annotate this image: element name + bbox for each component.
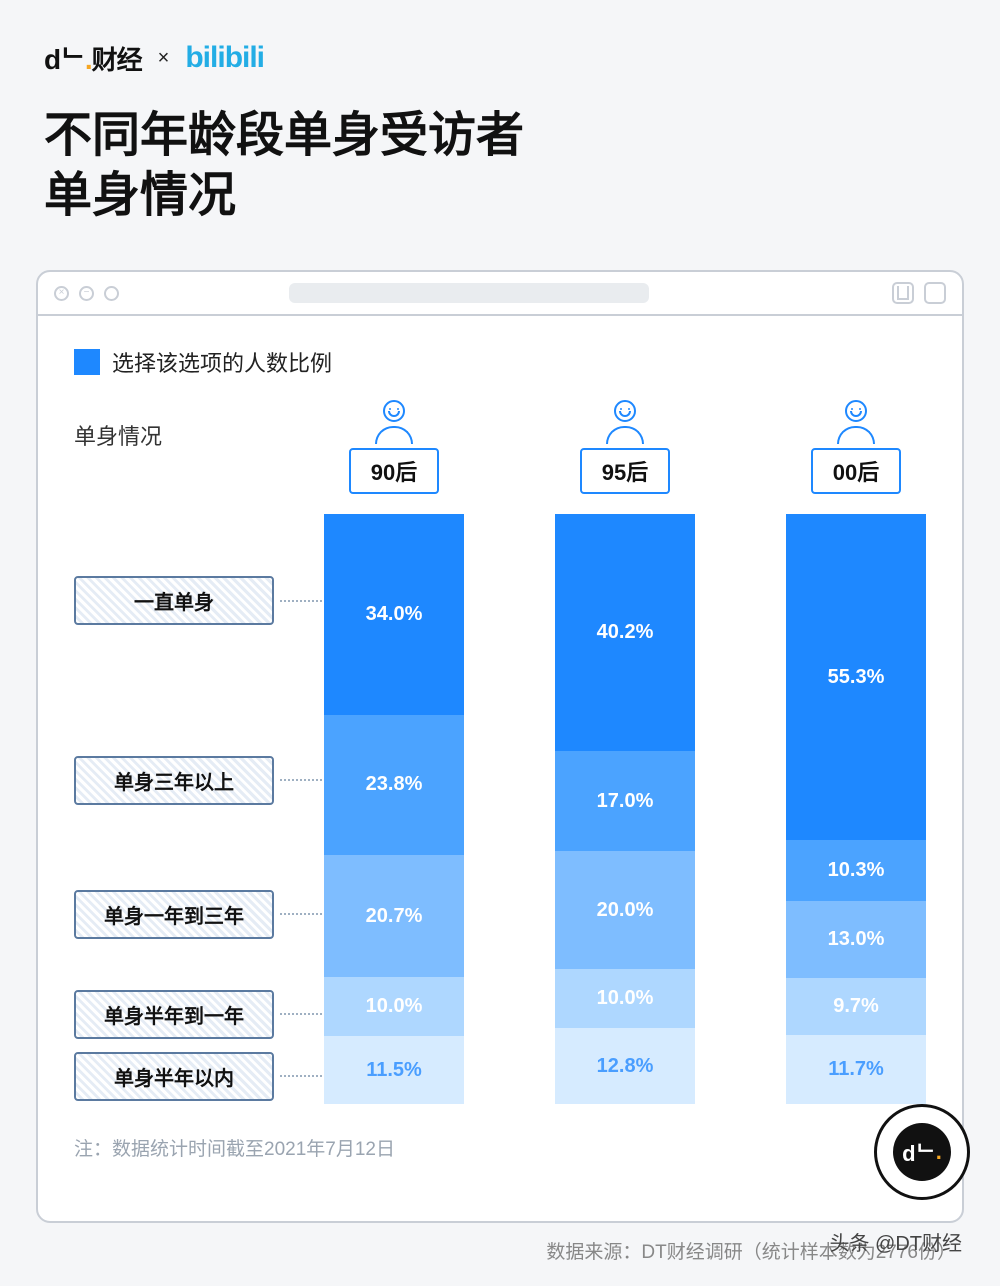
brand-row: dᄂ.财经 × bilibili bbox=[44, 38, 956, 78]
bar-segment: 13.0% bbox=[786, 901, 926, 978]
bar-segment: 55.3% bbox=[786, 514, 926, 840]
brand-dt: dᄂ.财经 bbox=[44, 38, 142, 78]
column-header: 95后 bbox=[580, 448, 670, 494]
bar-column: 00后 11.7%9.7%13.0%10.3%55.3% bbox=[786, 400, 926, 1104]
person-icon bbox=[834, 400, 878, 444]
bar-segment: 40.2% bbox=[555, 514, 695, 751]
legend-text: 选择该选项的人数比例 bbox=[112, 346, 332, 378]
bar-segment: 20.7% bbox=[324, 855, 464, 977]
legend: 选择该选项的人数比例 bbox=[74, 346, 926, 378]
bar-segment: 23.8% bbox=[324, 715, 464, 855]
category-labels-column: 单身情况 一直单身单身三年以上单身一年到三年单身半年到一年单身半年以内 bbox=[74, 400, 304, 1104]
bars-area: 90后11.5%10.0%20.7%23.8%34.0%95后12.8%10.0… bbox=[304, 400, 926, 1104]
stacked-bar: 12.8%10.0%20.0%17.0%40.2% bbox=[555, 514, 695, 1104]
address-bar-placeholder bbox=[289, 283, 649, 303]
category-label: 单身三年以上 bbox=[74, 756, 274, 805]
legend-swatch bbox=[74, 349, 100, 375]
person-icon bbox=[603, 400, 647, 444]
row-header-label: 单身情况 bbox=[74, 400, 304, 470]
bar-segment: 11.5% bbox=[324, 1036, 464, 1104]
category-label: 单身半年以内 bbox=[74, 1052, 274, 1101]
footnote: 注：数据统计时间截至2021年7月12日 bbox=[74, 1134, 926, 1161]
brand-separator: × bbox=[158, 47, 170, 70]
category-label: 单身半年到一年 bbox=[74, 990, 274, 1039]
stacked-bar: 11.5%10.0%20.7%23.8%34.0% bbox=[324, 514, 464, 1104]
bar-segment: 10.0% bbox=[324, 977, 464, 1036]
bar-segment: 9.7% bbox=[786, 978, 926, 1035]
bar-segment: 20.0% bbox=[555, 851, 695, 969]
bar-segment: 10.0% bbox=[555, 969, 695, 1028]
brand-bilibili: bilibili bbox=[185, 41, 264, 75]
bar-segment: 17.0% bbox=[555, 751, 695, 851]
column-header: 90后 bbox=[349, 448, 439, 494]
bar-segment: 12.8% bbox=[555, 1028, 695, 1104]
minimize-icon: − bbox=[79, 286, 94, 301]
frame-titlebar: × − bbox=[38, 272, 962, 316]
category-label: 一直单身 bbox=[74, 576, 274, 625]
bar-column: 95后 12.8%10.0%20.0%17.0%40.2% bbox=[555, 400, 695, 1104]
dt-badge: dᄂ. bbox=[874, 1104, 970, 1200]
browser-frame: × − 选择该选项的人数比例 单身情况 一直单身单身三年以上单身一年到三年单身半… bbox=[36, 270, 964, 1223]
bar-segment: 34.0% bbox=[324, 514, 464, 715]
bar-segment: 11.7% bbox=[786, 1035, 926, 1104]
window-icon bbox=[924, 282, 946, 304]
bar-column: 90后 11.5%10.0%20.7%23.8%34.0% bbox=[324, 400, 464, 1104]
page-title: 不同年龄段单身受访者单身情况 bbox=[44, 106, 956, 226]
person-icon bbox=[372, 400, 416, 444]
expand-icon bbox=[104, 286, 119, 301]
close-icon: × bbox=[54, 286, 69, 301]
bar-segment: 10.3% bbox=[786, 840, 926, 901]
category-label: 单身一年到三年 bbox=[74, 890, 274, 939]
column-header: 00后 bbox=[811, 448, 901, 494]
attribution: 头条 @DT财经 bbox=[829, 1227, 962, 1256]
stacked-bar: 11.7%9.7%13.0%10.3%55.3% bbox=[786, 514, 926, 1104]
home-icon bbox=[892, 282, 914, 304]
